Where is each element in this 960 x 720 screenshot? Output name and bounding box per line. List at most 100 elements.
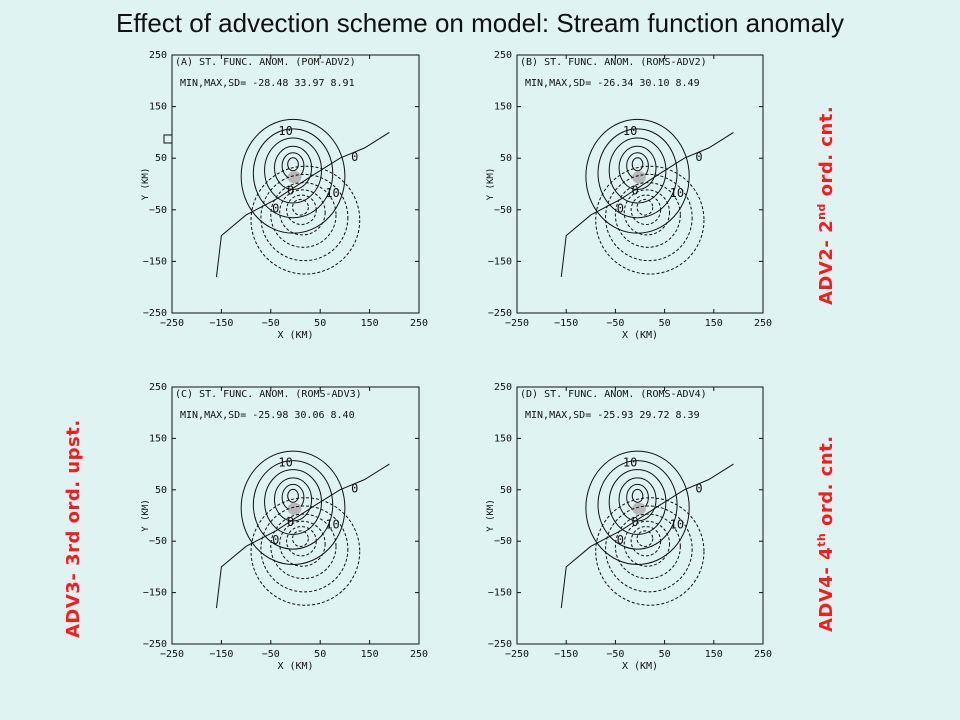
positive-contour	[264, 469, 322, 535]
negative-contour	[623, 520, 671, 567]
y-tick-label: −50	[494, 536, 512, 547]
positive-contour	[264, 137, 322, 204]
contour-label: 10	[325, 517, 339, 531]
positive-contour	[287, 488, 299, 503]
y-tick-label: 150	[494, 102, 512, 113]
positive-contour	[273, 145, 313, 191]
panel-a: (A) ST. FUNC. ANOM. (POM-ADV2) MIN,MAX,SD…	[141, 50, 428, 341]
positive-contour	[631, 488, 644, 503]
max-shading	[287, 502, 302, 515]
y-tick-label: 250	[149, 382, 167, 393]
y-tick-label: 150	[494, 433, 512, 444]
positive-contour	[608, 137, 667, 204]
x-tick-label: −150	[554, 318, 578, 329]
y-tick-label: 250	[494, 50, 512, 61]
positive-contour	[287, 157, 299, 172]
plot-frame	[171, 54, 420, 314]
positive-contour	[608, 469, 667, 535]
positive-contour	[252, 128, 334, 219]
y-tick-label: −150	[488, 256, 512, 267]
panel-b: (B) ST. FUNC. ANOM. (ROMS-ADV2) MIN,MAX,S…	[486, 50, 772, 341]
y-tick-label: −250	[143, 308, 167, 319]
x-axis-label: X (KM)	[277, 661, 313, 672]
panel-stats: MIN,MAX,SD= -26.34 30.10 8.49	[525, 78, 700, 89]
contour-label: 10	[623, 124, 637, 138]
y-tick-label: −50	[149, 205, 167, 216]
negative-contour	[614, 513, 681, 580]
zero-contour	[560, 131, 734, 277]
y-axis-label: Y (KM)	[141, 499, 151, 532]
y-tick-label: −50	[149, 536, 167, 547]
contour-label: 0	[631, 515, 638, 529]
y-tick-label: 150	[149, 102, 167, 113]
max-shading	[632, 171, 646, 184]
x-tick-label: −250	[505, 649, 529, 660]
x-tick-label: 250	[754, 318, 772, 329]
contour-label: 0	[272, 201, 279, 215]
positive-contour	[585, 118, 690, 234]
max-shading	[632, 502, 646, 515]
contour-label: 0	[695, 481, 702, 495]
zero-contour	[560, 463, 734, 609]
contour-label: 0	[272, 533, 279, 547]
x-tick-label: 150	[361, 649, 379, 660]
negative-contour	[260, 505, 349, 593]
negative-contour	[292, 530, 309, 547]
x-tick-label: 50	[659, 649, 671, 660]
x-tick-label: −250	[160, 318, 184, 329]
y-tick-label: 250	[494, 382, 512, 393]
negative-contour	[286, 526, 317, 557]
x-tick-label: −150	[554, 649, 578, 660]
contour-label: 0	[287, 183, 294, 197]
x-axis-label: X (KM)	[622, 661, 658, 672]
y-tick-label: 150	[149, 433, 167, 444]
panel-d: (D) ST. FUNC. ANOM. (ROMS-ADV4) MIN,MAX,S…	[486, 382, 772, 672]
x-tick-label: −150	[209, 649, 233, 660]
panel-title: (D) ST. FUNC. ANOM. (ROMS-ADV4)	[520, 389, 707, 400]
negative-contour	[605, 505, 693, 593]
contour-label: 0	[287, 515, 294, 529]
negative-contour	[623, 189, 671, 236]
plot-frame	[171, 386, 420, 645]
x-tick-label: 50	[314, 649, 326, 660]
negative-contour	[270, 182, 337, 248]
x-tick-label: 150	[705, 318, 723, 329]
contour-label: 0	[631, 183, 638, 197]
panel-title: (C) ST. FUNC. ANOM. (ROMS-ADV3)	[175, 389, 362, 400]
y-tick-label: −150	[488, 588, 512, 599]
x-tick-label: 50	[314, 318, 326, 329]
contour-label: 10	[278, 456, 292, 470]
contour-label: 0	[351, 481, 358, 495]
panel-stats: MIN,MAX,SD= -25.93 29.72 8.39	[525, 410, 700, 421]
y-tick-label: 50	[500, 153, 512, 164]
y-tick-label: 250	[149, 50, 167, 61]
positive-contour	[240, 118, 346, 234]
x-tick-label: −150	[209, 318, 233, 329]
x-tick-label: 150	[361, 318, 379, 329]
x-tick-label: −50	[262, 318, 280, 329]
zero-contour	[215, 463, 390, 609]
panel-stats: MIN,MAX,SD= -28.48 33.97 8.91	[180, 78, 355, 89]
x-tick-label: 250	[754, 649, 772, 660]
y-tick-label: −150	[143, 256, 167, 267]
y-tick-label: −50	[494, 205, 512, 216]
x-tick-label: 250	[410, 649, 428, 660]
positive-contour	[618, 477, 657, 522]
negative-contour	[279, 189, 326, 236]
contour-label: 10	[278, 124, 292, 138]
panel-title: (A) ST. FUNC. ANOM. (POM-ADV2)	[175, 57, 356, 68]
negative-contour	[286, 194, 317, 226]
negative-contour	[595, 497, 705, 606]
y-tick-label: 50	[155, 153, 167, 164]
negative-contour	[636, 198, 654, 216]
contour-label: 0	[617, 201, 624, 215]
positive-contour	[240, 450, 346, 565]
negative-contour	[630, 526, 662, 557]
x-tick-label: −250	[505, 318, 529, 329]
plot-frame	[516, 386, 764, 645]
negative-contour	[279, 520, 326, 567]
y-tick-label: −250	[488, 639, 512, 650]
y-tick-label: −250	[488, 308, 512, 319]
positive-contour	[631, 157, 644, 172]
